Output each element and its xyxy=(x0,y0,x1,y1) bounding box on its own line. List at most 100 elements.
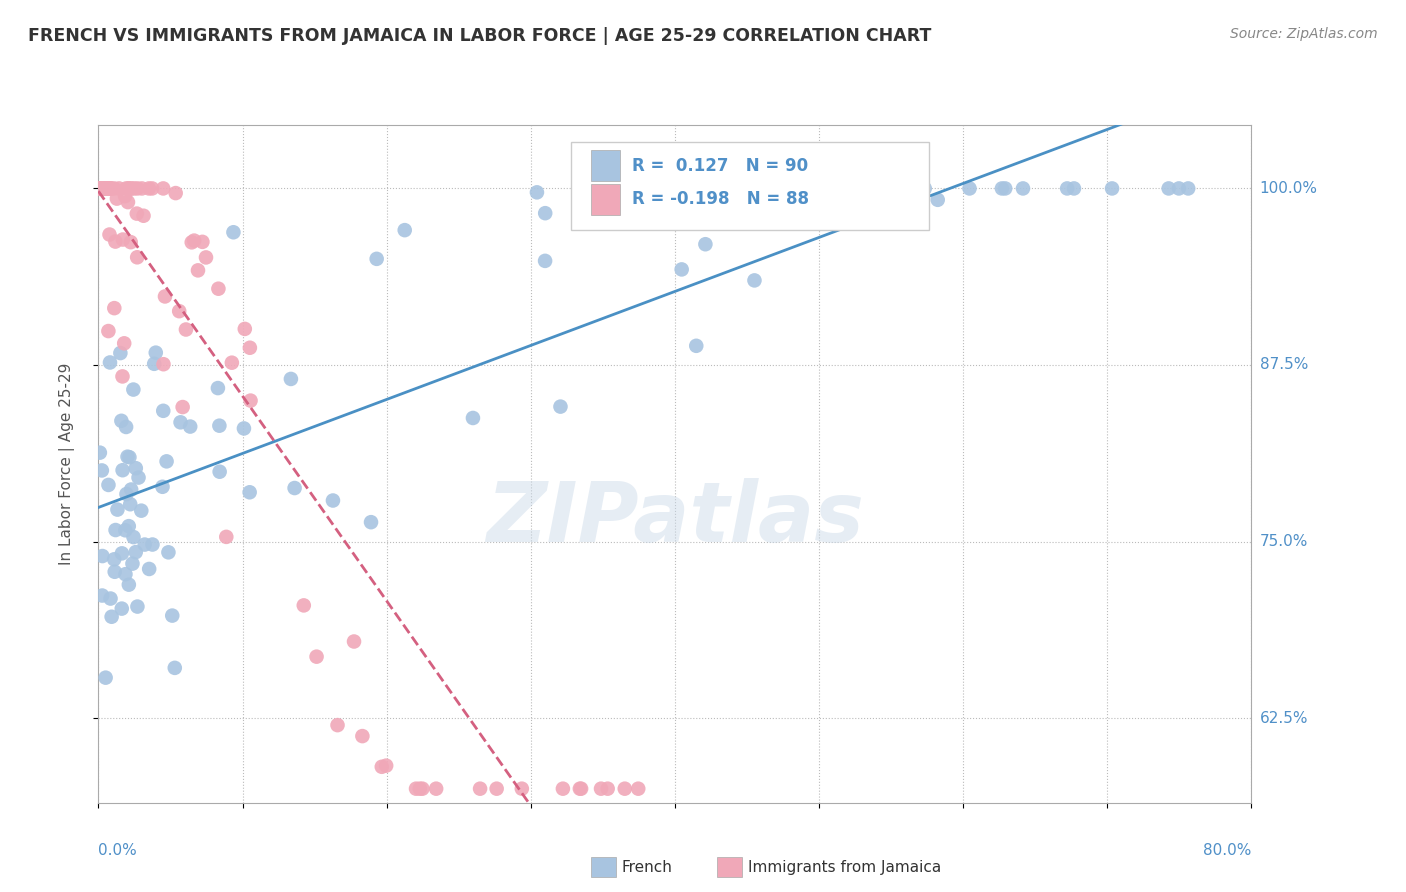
Point xyxy=(89,181,111,195)
Point xyxy=(120,483,142,497)
Text: R =  0.127   N = 90: R = 0.127 N = 90 xyxy=(633,157,808,175)
Point xyxy=(409,781,432,796)
Point xyxy=(284,481,307,495)
Text: 75.0%: 75.0% xyxy=(1260,534,1308,549)
Point xyxy=(322,493,344,508)
Point xyxy=(371,760,394,774)
Point xyxy=(94,671,117,685)
Point xyxy=(112,336,135,351)
Point xyxy=(125,461,148,475)
Point xyxy=(132,209,155,223)
Point xyxy=(155,454,177,468)
Point xyxy=(94,181,117,195)
Point xyxy=(411,781,433,796)
Text: 62.5%: 62.5% xyxy=(1260,711,1308,725)
Point xyxy=(1101,181,1123,195)
Point xyxy=(165,186,187,200)
Point xyxy=(207,381,229,395)
Point xyxy=(695,237,717,252)
Point xyxy=(927,193,949,207)
Point xyxy=(143,357,166,371)
Point xyxy=(89,181,111,195)
Point xyxy=(280,372,302,386)
Point xyxy=(111,546,134,560)
Point xyxy=(195,251,218,265)
Point xyxy=(157,545,180,559)
Point xyxy=(221,356,243,370)
Point xyxy=(152,480,174,494)
Point xyxy=(707,181,730,195)
Point xyxy=(145,345,167,359)
Point xyxy=(138,181,160,195)
Point xyxy=(118,577,141,591)
Bar xyxy=(591,185,620,215)
Point xyxy=(100,181,122,195)
Point xyxy=(111,369,134,384)
Point xyxy=(100,609,122,624)
Point xyxy=(111,463,134,477)
Point xyxy=(97,478,120,492)
Point xyxy=(534,206,557,220)
Point xyxy=(568,781,591,796)
Point xyxy=(468,781,491,796)
Point xyxy=(94,181,117,195)
Bar xyxy=(591,150,620,181)
Point xyxy=(239,485,262,500)
Point xyxy=(94,181,117,195)
Point xyxy=(233,322,256,336)
Point xyxy=(183,234,205,248)
Point xyxy=(117,181,139,195)
Point xyxy=(589,781,612,796)
Text: FRENCH VS IMMIGRANTS FROM JAMAICA IN LABOR FORCE | AGE 25-29 CORRELATION CHART: FRENCH VS IMMIGRANTS FROM JAMAICA IN LAB… xyxy=(28,27,932,45)
Point xyxy=(360,515,382,529)
Point xyxy=(94,181,117,195)
Point xyxy=(914,181,936,195)
Point xyxy=(180,235,202,250)
Point xyxy=(89,181,111,195)
Point xyxy=(91,589,114,603)
Point xyxy=(207,282,229,296)
Point xyxy=(222,225,245,239)
Point xyxy=(107,502,129,516)
Text: 0.0%: 0.0% xyxy=(98,844,138,858)
Point xyxy=(162,608,184,623)
Point xyxy=(98,227,121,242)
Point xyxy=(167,304,190,318)
Point xyxy=(1167,181,1189,195)
Point xyxy=(745,181,768,195)
Point xyxy=(105,192,128,206)
Point xyxy=(98,181,121,195)
Point xyxy=(141,181,163,195)
Point xyxy=(111,233,134,247)
Text: Source: ZipAtlas.com: Source: ZipAtlas.com xyxy=(1230,27,1378,41)
Point xyxy=(100,591,122,606)
Point xyxy=(114,567,136,582)
Point xyxy=(994,181,1017,195)
Point xyxy=(117,195,139,210)
Point xyxy=(187,263,209,277)
Point xyxy=(1063,181,1085,195)
Point xyxy=(671,262,693,277)
Point xyxy=(97,181,120,195)
Point xyxy=(111,601,134,615)
Point xyxy=(122,383,145,397)
Point xyxy=(103,301,125,315)
Point xyxy=(103,181,125,195)
Point xyxy=(394,223,416,237)
Point xyxy=(134,537,156,551)
Point xyxy=(685,339,707,353)
Point xyxy=(569,781,592,796)
Point xyxy=(425,781,447,796)
Point xyxy=(117,450,139,464)
Text: 87.5%: 87.5% xyxy=(1260,358,1308,373)
Text: 80.0%: 80.0% xyxy=(1204,844,1251,858)
Point xyxy=(118,519,141,533)
Point xyxy=(90,463,112,477)
Point xyxy=(352,729,374,743)
Point xyxy=(1157,181,1180,195)
Point xyxy=(89,445,111,459)
Point xyxy=(114,189,136,203)
Point xyxy=(900,181,922,195)
Point xyxy=(375,758,398,772)
Point xyxy=(104,235,127,249)
